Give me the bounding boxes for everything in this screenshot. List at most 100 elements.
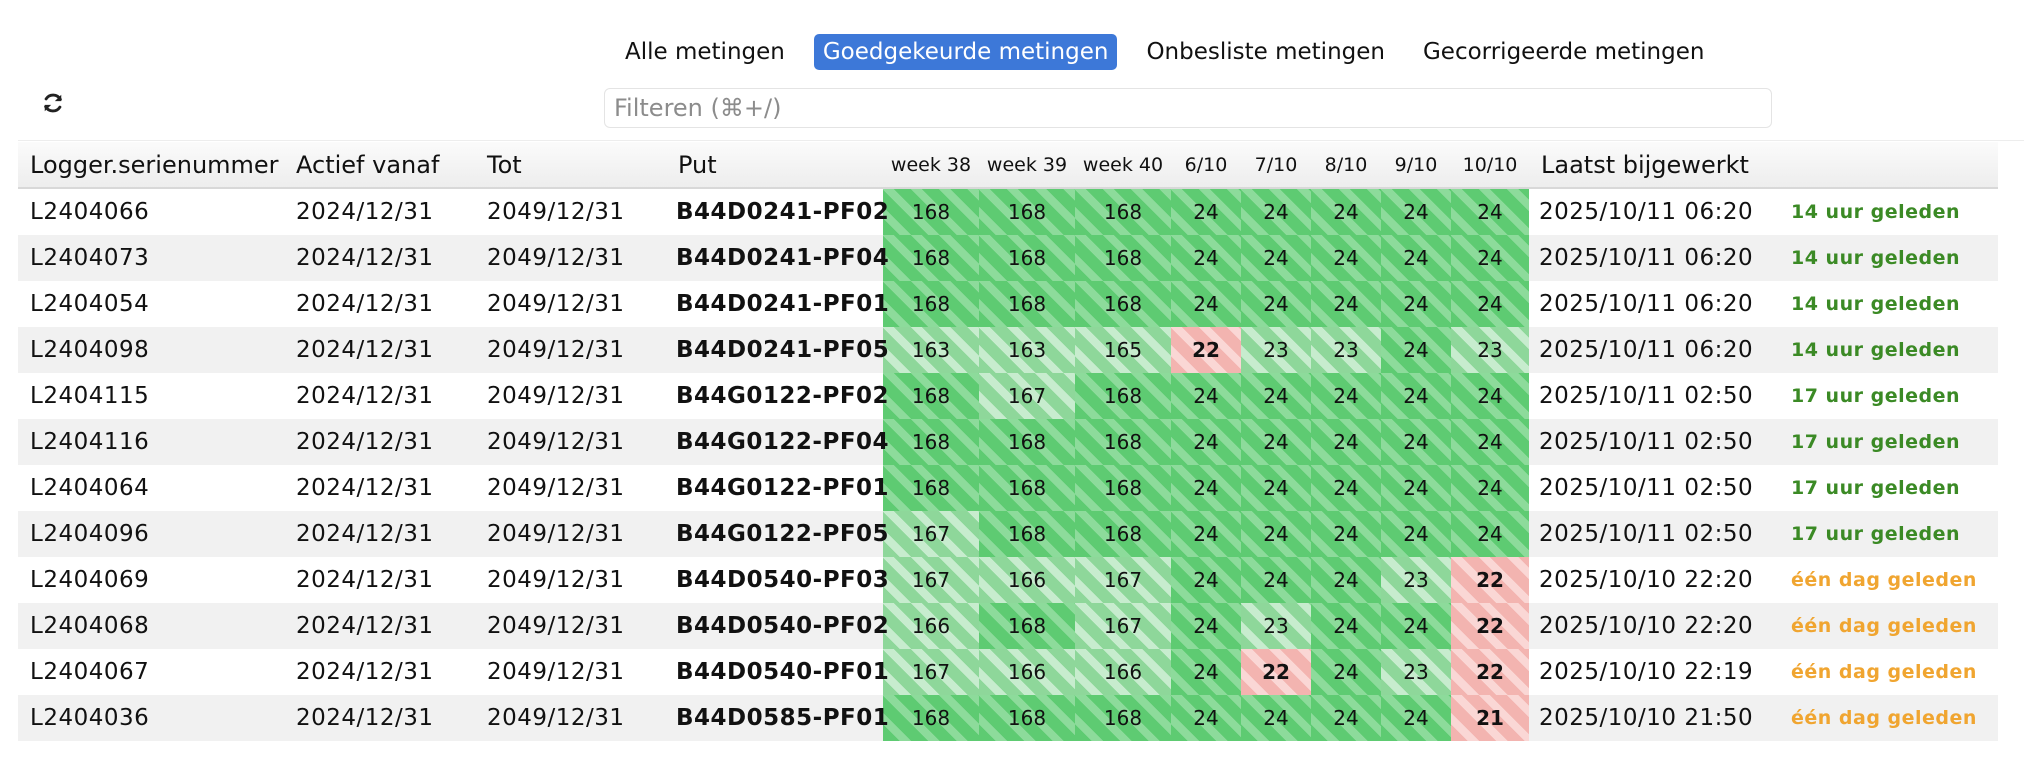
refresh-button[interactable]: [38, 88, 68, 118]
column-header-day-7-10[interactable]: 7/10: [1241, 142, 1311, 189]
measurement-count-cell: 168: [979, 695, 1075, 741]
active-from-cell: 2024/12/31: [284, 603, 475, 649]
logger-serial-cell: L2404115: [30, 383, 150, 409]
measurement-count-cell: 24: [1171, 465, 1241, 511]
column-header-week-40[interactable]: week 40: [1075, 142, 1171, 189]
active-from-cell: 2024/12/31: [296, 659, 434, 685]
measurement-count-cell: 24: [1171, 511, 1241, 557]
measurement-count-cell: 24: [1241, 419, 1311, 465]
active-until-cell: 2049/12/31: [487, 475, 625, 501]
table-row[interactable]: L2404064 2024/12/31 2049/12/31 B44G0122-PF0…: [18, 465, 1998, 511]
measurement-count-cell: 24: [1171, 188, 1241, 235]
measurement-count-cell: 22: [1171, 327, 1241, 373]
table-row[interactable]: L2404116 2024/12/31 2049/12/31 B44G0122-PF0…: [18, 419, 1998, 465]
measurement-count-cell: 24: [1381, 327, 1451, 373]
measurement-count-cell: 24: [1241, 465, 1311, 511]
measurement-count-cell: 24: [1381, 373, 1451, 419]
measurement-count-cell: 24: [1451, 235, 1529, 281]
table-row[interactable]: L2404096 2024/12/31 2049/12/31 B44G0122-PF0…: [18, 511, 1998, 557]
table-row[interactable]: L2404066 2024/12/31 2049/12/31 B44D0241-PF0…: [18, 188, 1998, 235]
measurement-count-cell: 24: [1311, 511, 1381, 557]
relative-time-badge: één dag geleden: [1779, 603, 1998, 649]
measurement-count-cell: 23: [1311, 327, 1381, 373]
measurement-count-cell: 24: [1381, 281, 1451, 327]
put-cell: B44G0122-PF05: [666, 511, 889, 557]
active-from-cell: 2024/12/31: [284, 235, 475, 281]
active-until-cell: 2049/12/31: [475, 327, 666, 373]
column-header-week-39[interactable]: week 39: [979, 142, 1075, 189]
put-cell: B44D0540-PF01: [676, 659, 890, 685]
table-row[interactable]: L2404068 2024/12/31 2049/12/31 B44D0540-PF0…: [18, 603, 1998, 649]
table-row[interactable]: L2404067 2024/12/31 2049/12/31 B44D0540-PF0…: [18, 649, 1998, 695]
measurement-count-cell: 166: [1075, 649, 1171, 695]
column-header-put[interactable]: Put: [666, 142, 883, 189]
relative-time-badge: 17 uur geleden: [1791, 385, 1960, 407]
table-row[interactable]: L2404098 2024/12/31 2049/12/31 B44D0241-PF0…: [18, 327, 1998, 373]
measurement-count-cell: 24: [1311, 465, 1381, 511]
logger-serial-cell: L2404066: [30, 199, 150, 225]
column-header-day-9-10[interactable]: 9/10: [1381, 142, 1451, 189]
active-from-cell: 2024/12/31: [296, 199, 434, 225]
active-from-cell: 2024/12/31: [284, 511, 475, 557]
measurement-count-cell: 168: [883, 281, 979, 327]
measurement-count-cell: 168: [1075, 373, 1171, 419]
active-until-cell: 2049/12/31: [475, 695, 666, 741]
table-row[interactable]: L2404069 2024/12/31 2049/12/31 B44D0540-PF0…: [18, 557, 1998, 603]
put-cell: B44D0241-PF02: [676, 199, 890, 225]
measurement-count-cell: 24: [1311, 603, 1381, 649]
put-cell: B44D0241-PF01: [676, 291, 890, 317]
tab-undecided-measurements[interactable]: Onbesliste metingen: [1146, 39, 1385, 65]
put-cell: B44G0122-PF01: [676, 475, 890, 501]
last-updated-cell: 2025/10/11 02:50: [1529, 511, 1779, 557]
table-row[interactable]: L2404054 2024/12/31 2049/12/31 B44D0241-PF0…: [18, 281, 1998, 327]
logger-serial-cell: L2404116: [18, 419, 284, 465]
measurement-count-cell: 24: [1451, 281, 1529, 327]
active-until-cell: 2049/12/31: [475, 235, 666, 281]
column-header-day-10-10[interactable]: 10/10: [1451, 142, 1529, 189]
measurement-count-cell: 24: [1311, 373, 1381, 419]
column-header-serial[interactable]: Logger.serienummer: [18, 142, 284, 189]
column-header-until[interactable]: Tot: [475, 142, 666, 189]
measurement-count-cell: 24: [1171, 603, 1241, 649]
tab-corrected-measurements[interactable]: Gecorrigeerde metingen: [1422, 39, 1705, 65]
column-header-last-updated[interactable]: Laatst bijgewerkt: [1529, 142, 1779, 189]
column-header-week-38[interactable]: week 38: [883, 142, 979, 189]
measurement-count-cell: 168: [979, 281, 1075, 327]
filter-input[interactable]: [604, 88, 1772, 128]
relative-time-badge: één dag geleden: [1791, 569, 1977, 591]
column-header-day-6-10[interactable]: 6/10: [1171, 142, 1241, 189]
put-cell: B44D0540-PF03: [676, 567, 890, 593]
measurement-count-cell: 168: [883, 373, 979, 419]
measurement-count-cell: 23: [1451, 327, 1529, 373]
measurement-count-cell: 168: [979, 235, 1075, 281]
active-until-cell: 2049/12/31: [487, 291, 625, 317]
measurement-count-cell: 166: [979, 557, 1075, 603]
table-top-divider: [18, 140, 2024, 141]
active-until-cell: 2049/12/31: [475, 603, 666, 649]
active-from-cell: 2024/12/31: [296, 567, 434, 593]
active-from-cell: 2024/12/31: [284, 695, 475, 741]
measurement-count-cell: 23: [1381, 649, 1451, 695]
table-row[interactable]: L2404115 2024/12/31 2049/12/31 B44G0122-PF0…: [18, 373, 1998, 419]
measurement-count-cell: 167: [1075, 603, 1171, 649]
tab-approved-measurements[interactable]: Goedgekeurde metingen: [813, 34, 1118, 70]
tab-all-measurements[interactable]: Alle metingen: [625, 39, 785, 65]
table-row[interactable]: L2404036 2024/12/31 2049/12/31 B44D0585-PF0…: [18, 695, 1998, 741]
relative-time-badge: 14 uur geleden: [1779, 327, 1998, 373]
measurement-count-cell: 24: [1171, 557, 1241, 603]
relative-time-badge: één dag geleden: [1779, 695, 1998, 741]
measurement-count-cell: 168: [1075, 419, 1171, 465]
measurement-count-cell: 24: [1171, 695, 1241, 741]
active-until-cell: 2049/12/31: [487, 659, 625, 685]
column-header-active-from[interactable]: Actief vanaf: [284, 142, 475, 189]
measurement-count-cell: 24: [1451, 188, 1529, 235]
measurement-count-cell: 167: [979, 373, 1075, 419]
column-header-day-8-10[interactable]: 8/10: [1311, 142, 1381, 189]
active-from-cell: 2024/12/31: [284, 327, 475, 373]
relative-time-badge: 14 uur geleden: [1791, 201, 1960, 223]
last-updated-cell: 2025/10/10 22:20: [1539, 567, 1754, 593]
measurement-count-cell: 22: [1451, 649, 1529, 695]
measurement-count-cell: 23: [1241, 603, 1311, 649]
table-row[interactable]: L2404073 2024/12/31 2049/12/31 B44D0241-PF0…: [18, 235, 1998, 281]
measurement-count-cell: 21: [1451, 695, 1529, 741]
